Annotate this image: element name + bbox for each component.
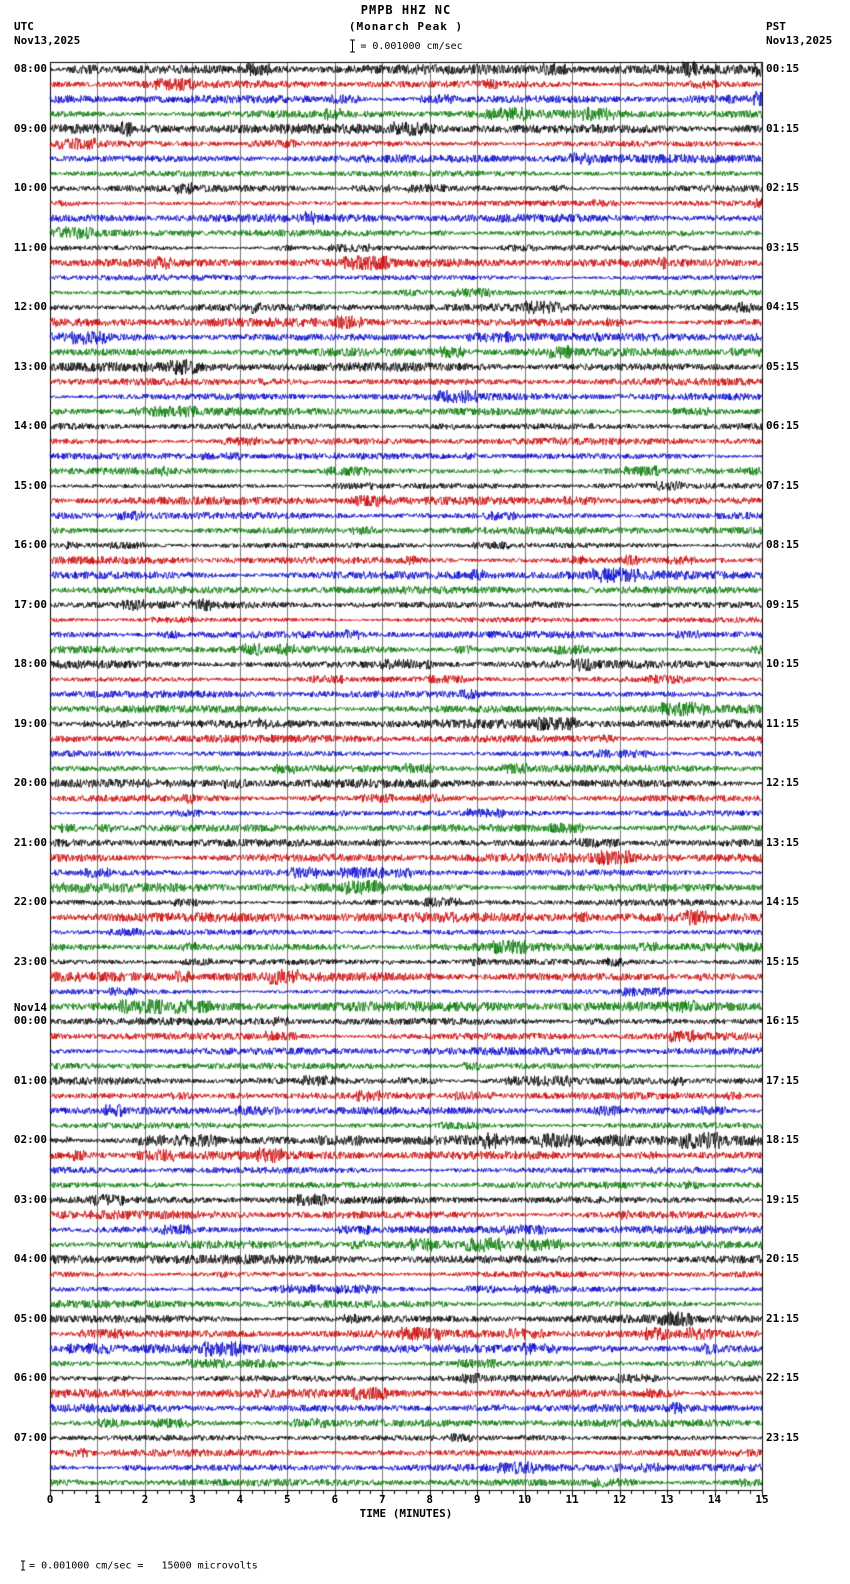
- utc-header: UTC Nov13,2025: [14, 20, 80, 48]
- pst-hour-label: 17:15: [766, 1073, 800, 1087]
- pst-date: Nov13,2025: [766, 34, 833, 47]
- x-tick-label: 6: [331, 1493, 339, 1506]
- x-tick-label: 5: [284, 1493, 291, 1506]
- x-tick-label: 9: [473, 1493, 481, 1506]
- x-axis-title: TIME (MINUTES): [359, 1507, 453, 1520]
- station-title: PMPB HHZ NC: [360, 3, 452, 17]
- utc-hour-label: 10:00: [13, 181, 47, 195]
- x-tick-label: 15: [755, 1493, 769, 1506]
- utc-hour-label: 15:00: [13, 478, 47, 492]
- scale-bar-icon: [350, 39, 356, 53]
- utc-hour-label: 20:00: [13, 776, 47, 790]
- pst-hour-label: 20:15: [766, 1252, 800, 1266]
- pst-hour-label: 18:15: [766, 1133, 800, 1147]
- utc-hour-label: 22:00: [13, 895, 47, 909]
- x-tick-label: 7: [378, 1493, 386, 1506]
- utc-hour-label: 12:00: [13, 300, 47, 314]
- pst-hour-label: 05:15: [766, 359, 800, 373]
- utc-hour-label: 13:00: [13, 359, 47, 373]
- utc-hour-label: 16:00: [13, 538, 47, 552]
- pst-hour-label: 02:15: [766, 181, 800, 195]
- utc-hour-label: 18:00: [13, 657, 47, 671]
- pst-hour-label: 23:15: [766, 1430, 800, 1444]
- pst-hour-label: 21:15: [766, 1311, 800, 1325]
- utc-hour-label: 05:00: [13, 1311, 47, 1325]
- utc-hour-label: 14:00: [13, 419, 47, 433]
- utc-hour-label: 07:00: [13, 1430, 47, 1444]
- x-tick-label: 12: [612, 1493, 627, 1506]
- pst-hour-label: 16:15: [766, 1014, 800, 1028]
- pst-hour-label: 13:15: [766, 835, 800, 849]
- utc-hour-label: 00:00: [13, 1014, 47, 1028]
- pst-hour-label: 01:15: [766, 121, 800, 135]
- pst-label: PST: [766, 20, 786, 33]
- utc-hour-label: 01:00: [13, 1073, 47, 1087]
- pst-hour-label: 00:15: [766, 62, 800, 76]
- footer-scale-note: = 0.001000 cm/sec = 15000 microvolts: [8, 1549, 258, 1572]
- pst-hour-label: 19:15: [766, 1192, 800, 1206]
- utc-hour-label: 02:00: [13, 1133, 47, 1147]
- x-tick-label: 4: [236, 1493, 244, 1506]
- utc-hour-label: 11:00: [13, 240, 47, 254]
- x-tick-label: 1: [94, 1493, 101, 1506]
- footer-scale-icon: [21, 1560, 26, 1571]
- pst-hour-label: 22:15: [766, 1371, 800, 1385]
- utc-date-marker: Nov14: [13, 1001, 47, 1015]
- pst-hour-label: 03:15: [766, 240, 800, 254]
- x-tick-label: 13: [660, 1493, 674, 1506]
- x-tick-label: 2: [141, 1493, 149, 1506]
- utc-date: Nov13,2025: [14, 34, 81, 47]
- pst-hour-label: 07:15: [766, 478, 800, 492]
- pst-hour-label: 11:15: [766, 716, 800, 730]
- pst-hour-label: 12:15: [766, 776, 800, 790]
- utc-label: UTC: [14, 20, 34, 33]
- station-header: PMPB HHZ NC (Monarch Peak ) = 0.001000 c…: [106, 3, 706, 53]
- pst-hour-label: 08:15: [766, 538, 800, 552]
- pst-hour-label: 14:15: [766, 895, 800, 909]
- utc-hour-label: 19:00: [13, 716, 47, 730]
- utc-hour-label: 06:00: [13, 1371, 47, 1385]
- utc-hour-label: 21:00: [13, 835, 47, 849]
- utc-hour-label: 04:00: [13, 1252, 47, 1266]
- x-tick-label: 10: [518, 1493, 532, 1506]
- scale-label: = 0.001000 cm/sec: [360, 41, 463, 52]
- scale-row: = 0.001000 cm/sec: [106, 39, 706, 53]
- x-tick-label: 11: [565, 1493, 579, 1506]
- utc-hour-label: 23:00: [13, 954, 47, 968]
- utc-hour-label: 17:00: [13, 597, 47, 611]
- x-tick-label: 14: [707, 1493, 722, 1506]
- pst-hour-label: 04:15: [766, 300, 800, 314]
- pst-hour-label: 06:15: [766, 419, 800, 433]
- utc-hour-label: 03:00: [13, 1192, 47, 1206]
- x-tick-label: 8: [426, 1493, 434, 1506]
- x-tick-label: 0: [46, 1493, 54, 1506]
- utc-hour-label: 09:00: [13, 121, 47, 135]
- pst-hour-label: 15:15: [766, 954, 800, 968]
- pst-hour-label: 09:15: [766, 597, 800, 611]
- x-tick-label: 3: [189, 1493, 196, 1506]
- pst-header: PST Nov13,2025: [766, 20, 832, 48]
- pst-hour-label: 10:15: [766, 657, 800, 671]
- utc-hour-label: 08:00: [13, 62, 47, 76]
- station-subtitle: (Monarch Peak ): [348, 20, 464, 33]
- footer-note-text: = 0.001000 cm/sec = 15000 microvolts: [29, 1560, 258, 1572]
